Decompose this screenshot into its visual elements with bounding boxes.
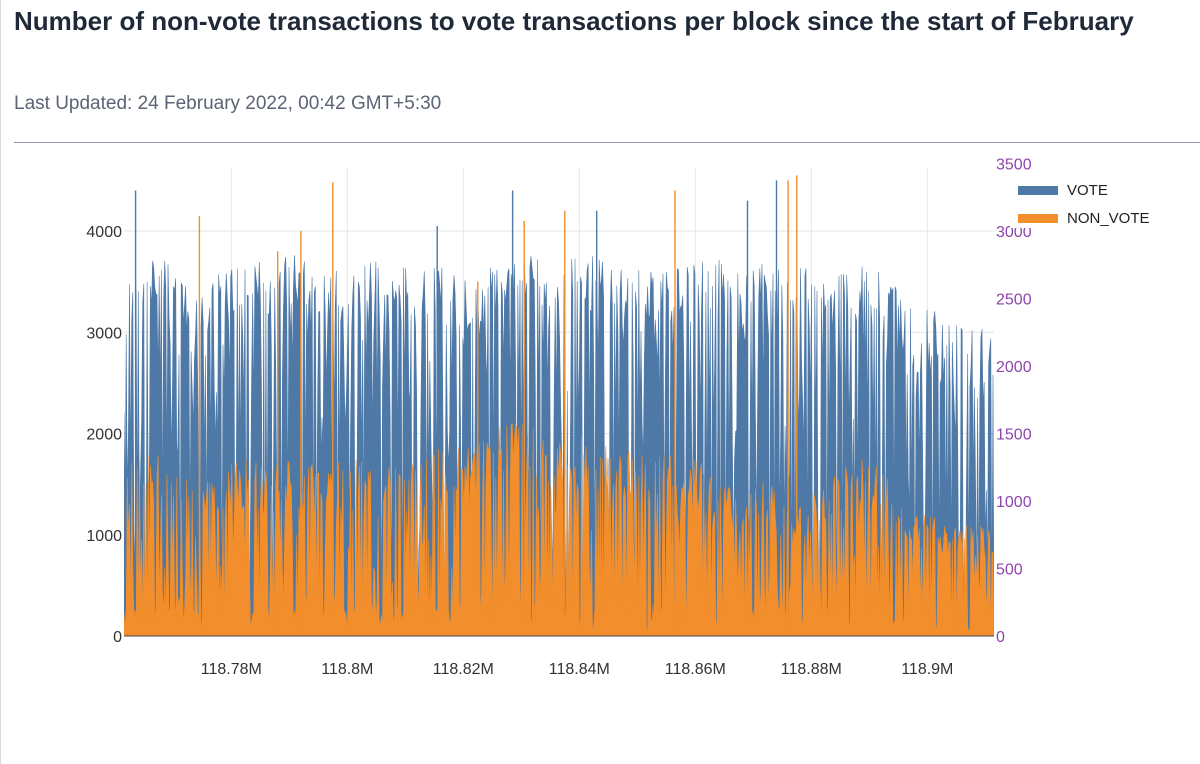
y2-tick-label: 2000 (996, 359, 1032, 376)
x-tick-label: 118.9M (901, 661, 953, 678)
panel-left-border (0, 0, 1, 764)
x-tick-label: 118.88M (781, 661, 842, 678)
last-updated-text: Last Updated: 24 February 2022, 00:42 GM… (14, 93, 442, 114)
legend-label[interactable]: NON_VOTE (1067, 210, 1150, 227)
chart-legend[interactable]: VOTE NON_VOTE (1010, 178, 1185, 228)
y-tick-label: 4000 (86, 224, 122, 241)
chart-axes: 118.78M 118.8M 118.82M 118.84M 118.86M 118.88… (86, 157, 1031, 679)
page-title: Number of non-vote transactions to vote … (14, 6, 1134, 36)
y-tick-label: 1000 (86, 528, 122, 545)
y2-tick-label: 2500 (996, 292, 1032, 309)
transactions-chart[interactable]: 118.78M 118.8M 118.82M 118.84M 118.86M 118.88… (0, 150, 1200, 710)
y2-tick-label: 1500 (996, 427, 1032, 444)
x-tick-label: 118.84M (549, 661, 610, 678)
y2-tick-label: 3000 (996, 224, 1032, 241)
x-tick-label: 118.78M (201, 661, 262, 678)
legend-swatch (1018, 214, 1058, 223)
x-tick-label: 118.8M (321, 661, 373, 678)
chart-plot-area (124, 175, 994, 636)
header-divider (14, 142, 1200, 143)
y2-tick-label: 1000 (996, 494, 1032, 511)
legend-label[interactable]: VOTE (1067, 182, 1108, 199)
y-tick-label: 2000 (86, 427, 122, 444)
y2-tick-label: 500 (996, 562, 1023, 579)
y-tick-label: 3000 (86, 325, 122, 342)
y2-tick-label: 0 (996, 629, 1005, 646)
y2-tick-label: 3500 (996, 157, 1032, 174)
y-tick-label: 0 (113, 629, 122, 646)
legend-swatch (1018, 186, 1058, 195)
x-tick-label: 118.86M (665, 661, 726, 678)
x-tick-label: 118.82M (433, 661, 494, 678)
non-vote-series-area (124, 423, 994, 636)
